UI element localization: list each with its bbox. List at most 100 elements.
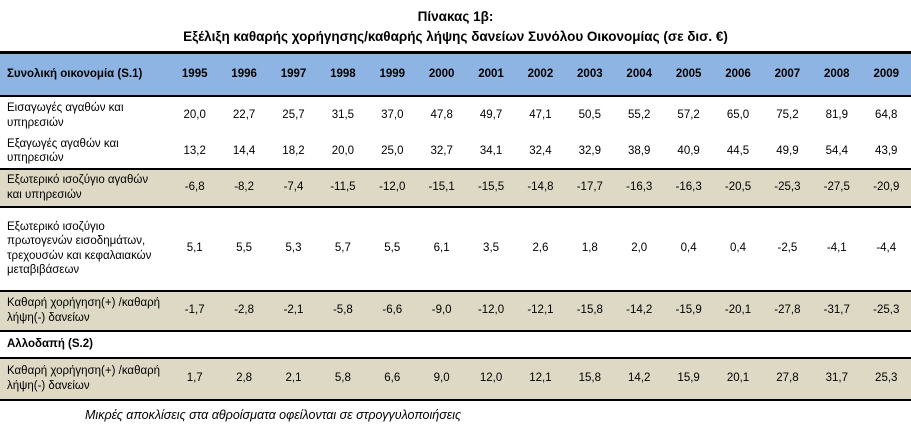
value-cell: -5,8 — [332, 304, 353, 317]
table-row: Εξωτερικό ισοζύγιο αγαθών και υπηρεσιών -… — [0, 168, 911, 207]
year-header: 2007 — [774, 68, 801, 81]
value-cell: 25,3 — [875, 372, 898, 385]
value-cell: -15,8 — [576, 304, 603, 317]
value-cell: -11,5 — [330, 181, 356, 194]
year-header: 1998 — [330, 68, 356, 81]
value-cell: -12,0 — [477, 304, 505, 317]
value-cell: 34,1 — [479, 144, 503, 157]
value-cell: -25,3 — [873, 304, 900, 317]
value-cell: 5,5 — [384, 242, 401, 255]
value-cell: 0,4 — [680, 242, 697, 255]
value-cell: 12,0 — [479, 372, 503, 385]
value-cell: -1,7 — [184, 304, 205, 317]
value-cell: 43,9 — [875, 144, 898, 157]
year-header: 2001 — [478, 68, 504, 81]
value-cell: 47,1 — [529, 109, 552, 122]
value-cell: 5,1 — [186, 242, 203, 255]
value-cell: 5,5 — [236, 242, 253, 255]
value-cell: -4,4 — [876, 242, 897, 255]
value-cell: -2,8 — [234, 304, 255, 317]
year-header: 1999 — [379, 68, 406, 81]
value-cell: 9,0 — [433, 372, 450, 385]
year-header: 2000 — [428, 68, 455, 81]
value-cell: 2,0 — [631, 242, 648, 255]
sector-header-label: Συνολική οικονομία (S.1) — [7, 68, 143, 81]
value-cell: -16,3 — [675, 181, 702, 194]
value-cell: -20,5 — [724, 181, 752, 194]
value-cell: -6,8 — [184, 181, 205, 194]
value-cell — [763, 331, 812, 358]
value-cell: -12,0 — [379, 181, 406, 194]
row-label: Εξαγωγές αγαθών και υπηρεσιών — [7, 137, 119, 165]
value-cell: 20,0 — [183, 109, 206, 122]
value-cell: -20,9 — [873, 181, 900, 194]
value-cell: 25,0 — [381, 144, 404, 157]
value-cell: 64,8 — [875, 109, 898, 122]
value-cell: 22,7 — [232, 109, 256, 122]
year-header: 2003 — [577, 68, 603, 81]
table-row: Εξωτερικό ισοζύγιο πρωτογενών εισοδημάτω… — [0, 207, 911, 291]
table-header-row: Συνολική οικονομία (S.1) 1995 1996 1997 1998… — [0, 52, 911, 96]
economy-loans-table: Συνολική οικονομία (S.1) 1995 1996 1997 1998… — [0, 51, 911, 401]
value-cell: 75,2 — [776, 109, 799, 122]
value-cell: 32,4 — [529, 144, 552, 157]
value-cell: -17,7 — [576, 181, 603, 194]
year-header: 2009 — [873, 68, 900, 81]
value-cell: 27,8 — [776, 372, 799, 385]
value-cell: 54,4 — [825, 144, 848, 157]
value-cell: 50,5 — [578, 109, 602, 122]
year-header: 2006 — [725, 68, 751, 81]
table-row: Καθαρή χορήγηση(+) /καθαρή λήψη(-) δανεί… — [0, 357, 911, 400]
value-cell: -4,1 — [826, 242, 847, 255]
table-row: Εξαγωγές αγαθών και υπηρεσιών 13,2 14,4 18,… — [0, 135, 911, 169]
table-title-line1: Πίνακας 1β: — [417, 9, 494, 24]
value-cell: 47,8 — [430, 109, 453, 122]
value-cell: 40,9 — [677, 144, 700, 157]
value-cell — [466, 331, 515, 358]
year-header: 1997 — [280, 68, 307, 81]
value-cell: 25,7 — [282, 109, 305, 122]
value-cell: 44,5 — [726, 144, 750, 157]
row-label: Εξωτερικό ισοζύγιο αγαθών και υπηρεσιών — [7, 174, 149, 201]
value-cell: 13,2 — [183, 144, 206, 157]
row-label: Καθαρή χορήγηση(+) /καθαρή λήψη(-) δανεί… — [7, 297, 161, 324]
value-cell: 32,7 — [430, 144, 453, 157]
value-cell: 1,7 — [186, 372, 203, 385]
value-cell: 1,8 — [581, 242, 598, 255]
value-cell: -2,1 — [283, 304, 304, 317]
year-header: 2004 — [626, 68, 653, 81]
value-cell — [219, 331, 268, 358]
value-cell: 6,1 — [433, 242, 450, 255]
value-cell: 2,6 — [532, 242, 549, 255]
year-header: 2005 — [675, 68, 702, 81]
value-cell: 49,7 — [479, 109, 503, 122]
value-cell: -15,9 — [675, 304, 702, 317]
value-cell — [615, 331, 664, 358]
value-cell: 38,9 — [628, 144, 651, 157]
value-cell: -27,8 — [774, 304, 801, 317]
value-cell: 81,9 — [825, 109, 848, 122]
value-cell: 32,9 — [578, 144, 602, 157]
value-cell — [269, 331, 318, 358]
value-cell: -25,3 — [774, 181, 801, 194]
value-cell: 18,2 — [282, 144, 305, 157]
value-cell: 15,8 — [578, 372, 602, 385]
table-footnote: Μικρές αποκλίσεις στα αθροίσματα οφείλον… — [85, 407, 462, 422]
table-row: Εισαγωγές αγαθών και υπηρεσιών 20,0 22,7 25… — [0, 96, 911, 135]
value-cell: 5,7 — [334, 242, 351, 255]
value-cell — [516, 331, 565, 358]
value-cell — [861, 331, 911, 358]
value-cell: 31,7 — [825, 372, 848, 385]
value-cell: -16,3 — [626, 181, 653, 194]
value-cell: 14,4 — [232, 144, 256, 157]
value-cell: -6,6 — [382, 304, 403, 317]
value-cell — [713, 331, 762, 358]
table-head: Συνολική οικονομία (S.1) 1995 1996 1997 1998… — [0, 52, 911, 96]
value-cell — [318, 331, 367, 358]
value-cell: -31,7 — [823, 304, 850, 317]
year-header: 2002 — [527, 68, 554, 81]
value-cell: -7,4 — [283, 181, 304, 194]
value-cell: 55,2 — [628, 109, 651, 122]
value-cell — [170, 331, 219, 358]
